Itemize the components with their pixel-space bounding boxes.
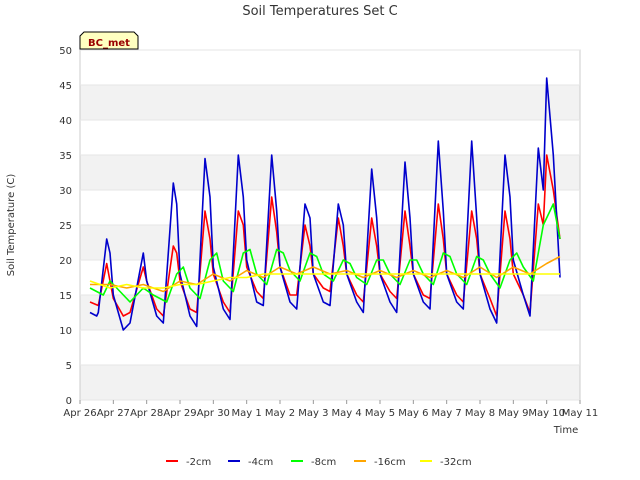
y-tick-label: 35: [59, 151, 72, 162]
grid-band: [80, 85, 580, 120]
x-tick-label: Apr 28: [130, 408, 163, 419]
y-tick-label: 0: [66, 396, 72, 407]
station-badge: BC_met: [79, 31, 139, 50]
y-tick-label: 25: [59, 221, 72, 232]
grid-band: [80, 50, 580, 85]
grid-band: [80, 120, 580, 155]
y-tick-label: 20: [59, 256, 72, 267]
legend-item: -32cm: [420, 457, 472, 468]
x-tick-label: Apr 26: [63, 408, 96, 419]
legend-label: -8cm: [311, 457, 336, 468]
x-tick-label: May 2: [265, 408, 295, 419]
legend-item: -8cm: [291, 457, 336, 468]
y-tick-label: 40: [59, 116, 72, 127]
legend-item: -4cm: [228, 457, 273, 468]
grid-band: [80, 365, 580, 400]
x-tick-label: May 7: [432, 408, 462, 419]
y-tick-label: 10: [59, 326, 72, 337]
series-line-4cm: [89, 77, 561, 331]
badge-label: BC_met: [88, 38, 130, 49]
x-axis-title: Time: [553, 425, 578, 436]
legend-label: -32cm: [440, 457, 472, 468]
legend-label: -16cm: [374, 457, 406, 468]
y-axis-title: Soil Temperature (C): [6, 174, 17, 277]
grid-band: [80, 155, 580, 190]
x-tick-label: Apr 27: [97, 408, 130, 419]
y-tick-label: 30: [59, 186, 72, 197]
x-tick-label: May 6: [398, 408, 428, 419]
x-tick-label: May 5: [365, 408, 395, 419]
grid-band: [80, 225, 580, 260]
series-line-32cm: [89, 273, 560, 289]
x-tick-label: Apr 29: [163, 408, 196, 419]
x-tick-label: May 4: [332, 408, 362, 419]
series-lines: [89, 77, 561, 331]
legend-item: -2cm: [166, 457, 211, 468]
x-axis-ticks: Apr 26 Apr 27 Apr 28 Apr 29 Apr 30 May 1 May 2…: [63, 400, 598, 419]
x-tick-label: May 11: [562, 408, 599, 419]
grid-band: [80, 190, 580, 225]
x-tick-label: May 10: [528, 408, 565, 419]
y-tick-label: 15: [59, 291, 72, 302]
grid-band: [80, 330, 580, 365]
x-tick-label: Apr 30: [197, 408, 230, 419]
series-line-8cm: [89, 203, 561, 303]
legend: -2cm -4cm -8cm -16cm -32cm: [166, 457, 472, 468]
y-tick-label: 5: [66, 361, 72, 372]
x-tick-label: May 8: [465, 408, 495, 419]
y-axis-ticks: 0 5 10 15 20 25 30 35 40 45 50: [59, 46, 580, 407]
badge-box: [79, 31, 139, 50]
y-tick-label: 50: [59, 46, 72, 57]
legend-label: -4cm: [248, 457, 273, 468]
chart-title: Soil Temperatures Set C: [242, 4, 397, 19]
x-tick-label: May 3: [298, 408, 328, 419]
y-tick-label: 45: [59, 81, 72, 92]
legend-label: -2cm: [186, 457, 211, 468]
legend-item: -16cm: [354, 457, 406, 468]
x-tick-label: May 1: [232, 408, 262, 419]
series-line-2cm: [89, 154, 561, 317]
x-tick-label: May 9: [498, 408, 528, 419]
